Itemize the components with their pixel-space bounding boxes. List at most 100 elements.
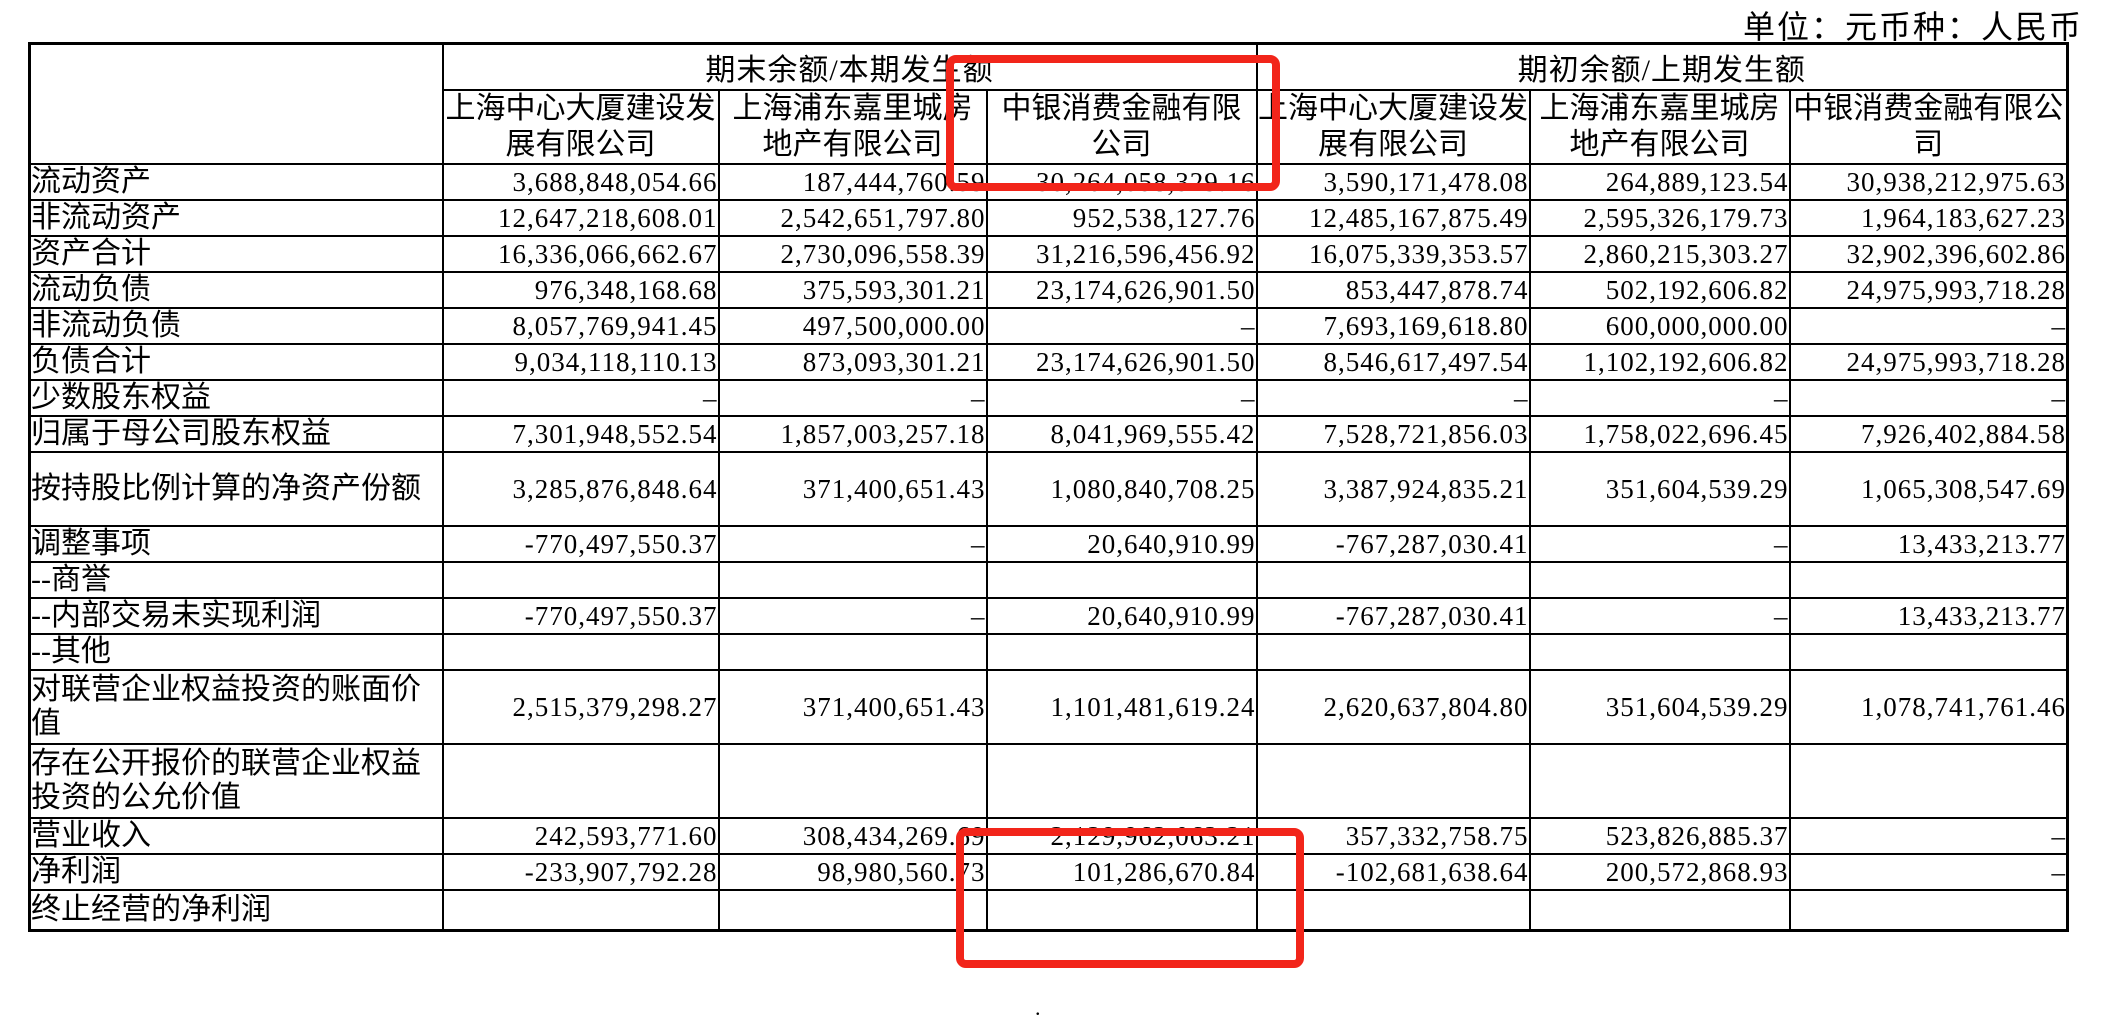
value-cell: -767,287,030.41 [1255, 597, 1531, 635]
value-cell: 3,590,171,478.08 [1255, 163, 1531, 201]
table-row: 负债合计 9,034,118,110.13 873,093,301.21 23,174… [28, 343, 2069, 381]
value-cell: 1,065,308,547.69 [1788, 451, 2069, 527]
table-row: 对联营企业权益投资的账面价值 2,515,379,298.27 371,400,65… [28, 669, 2069, 745]
value-cell [717, 743, 988, 819]
value-cell: – [1788, 379, 2069, 417]
table-body: 流动资产 3,688,848,054.66 187,444,760.59 30,264… [28, 163, 2069, 931]
table-row: 非流动资产 12,647,218,608.01 2,542,651,797.80 95… [28, 199, 2069, 237]
row-label: --内部交易未实现利润 [28, 597, 444, 635]
value-cell: 853,447,878.74 [1255, 271, 1531, 309]
value-cell: 976,348,168.68 [441, 271, 720, 309]
table-row: 按持股比例计算的净资产份额 3,285,876,848.64 371,400,651… [28, 451, 2069, 527]
table-row: 存在公开报价的联营企业权益投资的公允价值 [28, 743, 2069, 819]
value-cell [1528, 889, 1791, 931]
value-cell: 2,620,637,804.80 [1255, 669, 1531, 745]
value-cell [985, 561, 1258, 599]
value-cell: 1,080,840,708.25 [985, 451, 1258, 527]
value-cell [1255, 561, 1531, 599]
value-cell [441, 633, 720, 671]
row-label: 少数股东权益 [28, 379, 444, 417]
value-cell [717, 561, 988, 599]
value-cell: 98,980,560.73 [717, 853, 988, 891]
table-row: 少数股东权益 – – – – – – [28, 379, 2069, 417]
row-label: 非流动负债 [28, 307, 444, 345]
value-cell: 523,826,885.37 [1528, 817, 1791, 855]
row-label: --其他 [28, 633, 444, 671]
company-header: 中银消费金融有限公司 [1788, 89, 2069, 165]
unit-label: 单位：元币种：人民币 [1742, 9, 2083, 45]
value-cell [1255, 889, 1531, 931]
table-row: 营业收入 242,593,771.60 308,434,269.69 2,129,96… [28, 817, 2069, 855]
value-cell: 502,192,606.82 [1528, 271, 1791, 309]
value-cell: – [1528, 597, 1791, 635]
value-cell [441, 889, 720, 931]
row-label: 流动资产 [28, 163, 444, 201]
value-cell: 23,174,626,901.50 [985, 343, 1258, 381]
value-cell: 1,078,741,761.46 [1788, 669, 2069, 745]
company-header: 上海浦东嘉里城房地产有限公司 [1528, 89, 1791, 165]
row-label: 对联营企业权益投资的账面价值 [28, 669, 444, 745]
value-cell: 31,216,596,456.92 [985, 235, 1258, 273]
value-cell [1788, 743, 2069, 819]
value-cell: – [1528, 525, 1791, 563]
row-label: 净利润 [28, 853, 444, 891]
period-end-group-header: 期末余额/本期发生额 [441, 42, 1258, 91]
value-cell: 242,593,771.60 [441, 817, 720, 855]
table-row: 资产合计 16,336,066,662.67 2,730,096,558.39 31,… [28, 235, 2069, 273]
value-cell: 8,041,969,555.42 [985, 415, 1258, 453]
value-cell: 2,515,379,298.27 [441, 669, 720, 745]
value-cell: 13,433,213.77 [1788, 525, 2069, 563]
row-label: 终止经营的净利润 [28, 889, 444, 931]
value-cell: 952,538,127.76 [985, 199, 1258, 237]
corner-cell [28, 42, 444, 165]
row-label: 调整事项 [28, 525, 444, 563]
value-cell: 16,336,066,662.67 [441, 235, 720, 273]
period-begin-group-header: 期初余额/上期发生额 [1255, 42, 2069, 91]
value-cell: 351,604,539.29 [1528, 669, 1791, 745]
row-label: --商誉 [28, 561, 444, 599]
value-cell: 13,433,213.77 [1788, 597, 2069, 635]
value-cell [1255, 633, 1531, 671]
value-cell: 32,902,396,602.86 [1788, 235, 2069, 273]
value-cell: 1,101,481,619.24 [985, 669, 1258, 745]
value-cell [441, 561, 720, 599]
value-cell: 264,889,123.54 [1528, 163, 1791, 201]
value-cell: 371,400,651.43 [717, 669, 988, 745]
value-cell: 9,034,118,110.13 [441, 343, 720, 381]
table-row: 归属于母公司股东权益 7,301,948,552.54 1,857,003,257.… [28, 415, 2069, 453]
company-header: 上海中心大厦建设发展有限公司 [1255, 89, 1531, 165]
value-cell: 23,174,626,901.50 [985, 271, 1258, 309]
value-cell: 101,286,670.84 [985, 853, 1258, 891]
value-cell: – [1788, 307, 2069, 345]
value-cell: 187,444,760.59 [717, 163, 988, 201]
table-header: 期末余额/本期发生额 期初余额/上期发生额 上海中心大厦建设发展有限公司 上海浦… [28, 42, 2069, 165]
value-cell: 3,387,924,835.21 [1255, 451, 1531, 527]
company-header: 上海中心大厦建设发展有限公司 [441, 89, 720, 165]
value-cell: 20,640,910.99 [985, 597, 1258, 635]
value-cell: 2,595,326,179.73 [1528, 199, 1791, 237]
value-cell: 8,546,617,497.54 [1255, 343, 1531, 381]
row-label: 存在公开报价的联营企业权益投资的公允价值 [28, 743, 444, 819]
value-cell: – [1788, 853, 2069, 891]
value-cell: 351,604,539.29 [1528, 451, 1791, 527]
value-cell: 371,400,651.43 [717, 451, 988, 527]
group-header-row: 期末余额/本期发生额 期初余额/上期发生额 [28, 42, 2069, 165]
value-cell [1255, 743, 1531, 819]
value-cell: 7,528,721,856.03 [1255, 415, 1531, 453]
value-cell: 12,485,167,875.49 [1255, 199, 1531, 237]
value-cell: 8,057,769,941.45 [441, 307, 720, 345]
table-row: 流动负债 976,348,168.68 375,593,301.21 23,174,6… [28, 271, 2069, 309]
value-cell [985, 889, 1258, 931]
value-cell [1788, 561, 2069, 599]
value-cell: -102,681,638.64 [1255, 853, 1531, 891]
value-cell: 873,093,301.21 [717, 343, 988, 381]
value-cell: 2,542,651,797.80 [717, 199, 988, 237]
table-row: --商誉 [28, 561, 2069, 599]
value-cell [1788, 889, 2069, 931]
value-cell [1528, 633, 1791, 671]
value-cell: – [1255, 379, 1531, 417]
associates-financials-table: 期末余额/本期发生额 期初余额/上期发生额 上海中心大厦建设发展有限公司 上海浦… [28, 42, 2070, 932]
value-cell: – [1788, 817, 2069, 855]
value-cell: 30,938,212,975.63 [1788, 163, 2069, 201]
